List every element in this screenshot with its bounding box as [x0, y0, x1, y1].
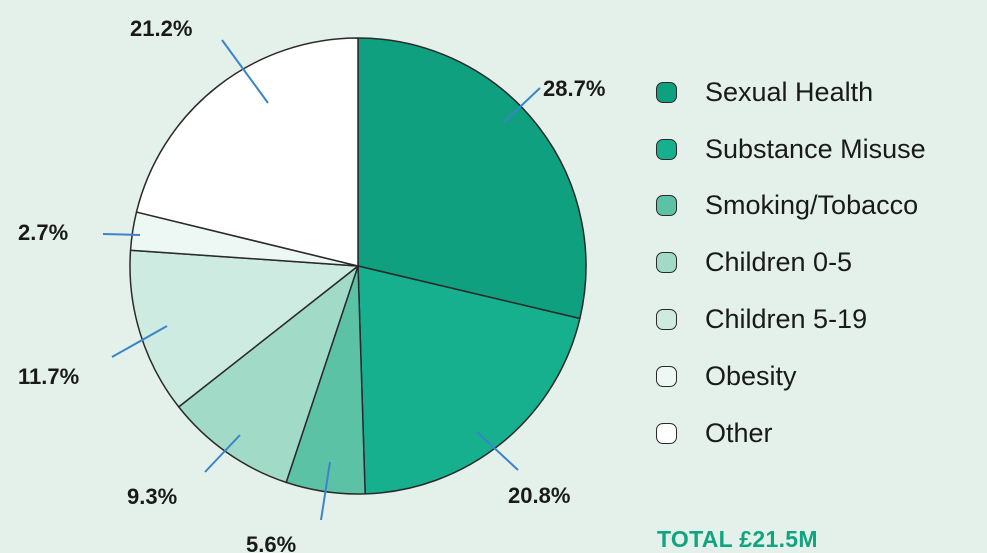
pie-slice-substance-misuse: [357, 265, 581, 495]
legend-swatch-substance-misuse: [656, 138, 677, 160]
percent-label-children-0-5: 9.3%: [127, 484, 177, 509]
leader-line-substance-misuse: [476, 431, 519, 471]
legend-label-children-0-5: Children 0-5: [705, 247, 853, 278]
percent-label-substance-misuse: 20.8%: [508, 483, 570, 508]
percent-label-obesity: 2.7%: [18, 220, 68, 245]
legend-item-obesity: Obesity: [656, 348, 926, 405]
legend-label-smoking-tobacco: Smoking/Tobacco: [705, 190, 919, 221]
pie-slice-children-0-5: [177, 265, 359, 484]
leader-line-other: [221, 39, 269, 104]
legend-item-children-0-5: Children 0-5: [656, 234, 926, 291]
percent-label-smoking-tobacco: 5.6%: [246, 532, 296, 553]
legend-label-substance-misuse: Substance Misuse: [705, 133, 926, 164]
legend-item-sexual-health: Sexual Health: [656, 64, 926, 121]
legend-label-other: Other: [705, 417, 773, 448]
total-label: TOTAL £21.5M: [657, 526, 818, 552]
legend-swatch-children-0-5: [656, 252, 677, 274]
pie-slices: [129, 37, 587, 495]
legend-item-smoking-tobacco: Smoking/Tobacco: [656, 178, 926, 235]
leader-line-children-0-5: [204, 434, 241, 473]
legend-item-children-5-19: Children 5-19: [656, 291, 926, 348]
legend-label-obesity: Obesity: [705, 360, 797, 391]
pie-percent-labels: 28.7% 20.8% 5.6% 9.3% 11.7% 2.7% 21.2%: [18, 16, 605, 553]
pie-slice-other: [135, 37, 359, 267]
leader-line-smoking-tobacco: [320, 461, 331, 521]
legend-swatch-children-5-19: [656, 309, 677, 331]
legend: Sexual Health Substance Misuse Smoking/Tob…: [656, 64, 926, 462]
pie-slice-children-5-19: [129, 249, 359, 408]
legend-swatch-smoking-tobacco: [656, 195, 677, 217]
percent-label-children-5-19: 11.7%: [18, 364, 79, 389]
leader-line-children-5-19: [111, 325, 168, 358]
legend-swatch-other: [656, 422, 677, 444]
legend-item-other: Other: [656, 405, 926, 462]
leader-line-sexual-health: [503, 87, 541, 123]
legend-swatch-sexual-health: [656, 81, 677, 103]
legend-label-children-5-19: Children 5-19: [705, 304, 868, 335]
legend-label-sexual-health: Sexual Health: [705, 76, 874, 107]
pie-leader-lines: [102, 39, 541, 521]
leader-line-obesity: [102, 233, 141, 236]
percent-label-other: 21.2%: [130, 16, 192, 41]
percent-label-sexual-health: 28.7%: [543, 76, 605, 101]
legend-swatch-obesity: [656, 365, 677, 387]
pie-slice-sexual-health: [357, 37, 587, 320]
legend-item-substance-misuse: Substance Misuse: [656, 121, 926, 178]
